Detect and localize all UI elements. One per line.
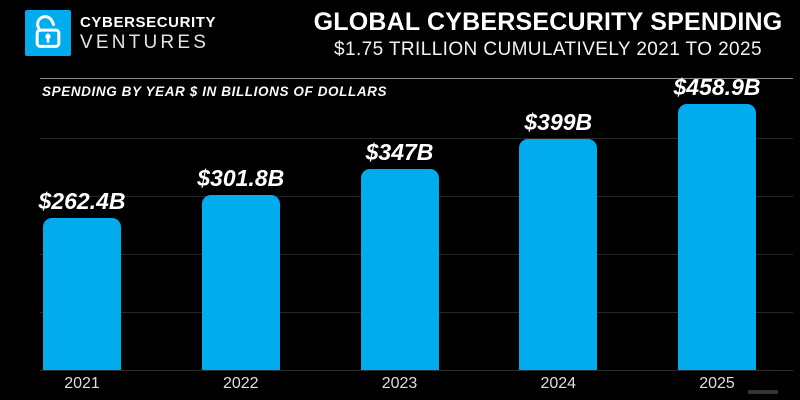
padlock-icon	[25, 10, 71, 56]
title-block: GLOBAL CYBERSECURITY SPENDING $1.75 TRIL…	[308, 9, 788, 61]
x-axis-label-2021: 2021	[64, 375, 100, 392]
watermark	[748, 390, 778, 394]
chart-title: SPENDING BY YEAR $ IN BILLIONS OF DOLLAR…	[42, 84, 388, 99]
gridline-400	[40, 138, 793, 139]
bar-2022	[201, 194, 280, 370]
x-axis-label-2023: 2023	[381, 375, 418, 392]
bar-value-label-2021: $262.4B	[38, 187, 126, 214]
header: CYBERSECURITY VENTURES GLOBAL CYBERSECUR…	[0, 0, 800, 64]
bar-value-label-2025: $458.9B	[673, 73, 761, 100]
bar-value-label-2023: $347B	[365, 138, 434, 165]
bar-value-label-2022: $301.8B	[197, 164, 285, 191]
chart-frame-top-line	[40, 78, 793, 79]
page-title: GLOBAL CYBERSECURITY SPENDING	[313, 8, 783, 36]
page-subtitle: $1.75 TRILLION CUMULATIVELY 2021 TO 2025	[334, 39, 762, 60]
bar-value-label-2024: $399B	[524, 108, 593, 135]
logo-text: CYBERSECURITY VENTURES	[80, 15, 216, 52]
logo-line1: CYBERSECURITY	[80, 13, 217, 31]
x-axis-label-2025: 2025	[699, 375, 735, 392]
logo-line2: VENTURES	[80, 31, 210, 53]
bar-2025	[678, 103, 756, 370]
x-axis-label-2024: 2024	[540, 375, 577, 392]
bar-2021	[43, 217, 121, 370]
x-axis-label-2022: 2022	[222, 375, 259, 392]
x-axis-baseline	[40, 370, 793, 371]
bar-2024	[519, 138, 598, 370]
bar-2023	[360, 168, 439, 370]
cybersecurity-ventures-logo: CYBERSECURITY VENTURES	[25, 10, 216, 56]
